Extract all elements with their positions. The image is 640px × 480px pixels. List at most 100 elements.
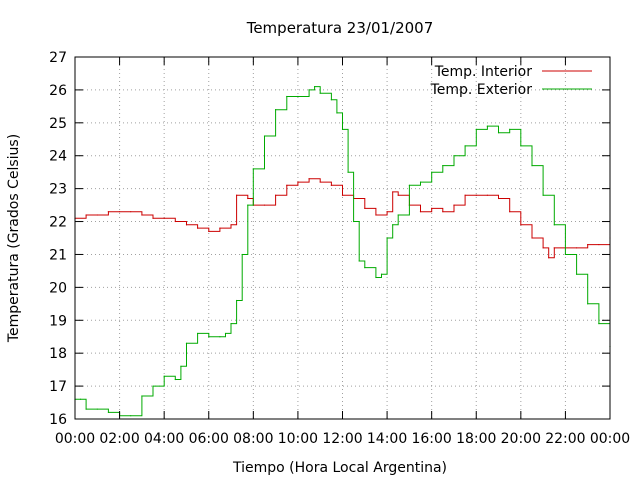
data-point-interior [520, 224, 522, 226]
legend: Temp. Interior Temp. Exterior [430, 64, 592, 98]
x-tick-label: 22:00 [545, 431, 585, 447]
data-point-exterior [464, 145, 466, 147]
data-point-exterior [252, 168, 254, 170]
data-point-exterior [96, 408, 98, 410]
data-point-exterior [185, 342, 188, 344]
data-point-exterior [358, 260, 360, 262]
data-point-interior [130, 211, 132, 213]
data-point-exterior [564, 253, 567, 256]
data-point-exterior [475, 128, 477, 130]
data-point-exterior [314, 86, 316, 88]
data-point-interior [219, 227, 221, 229]
x-tick-label: 02:00 [99, 431, 139, 447]
y-tick-label: 26 [49, 83, 67, 99]
x-axis-label: Tiempo (Hora Local Argentina) [232, 460, 447, 476]
data-point-exterior [575, 273, 578, 275]
data-point-interior [431, 207, 433, 209]
y-tick-label: 17 [49, 379, 67, 395]
data-point-exterior [230, 322, 232, 325]
data-point-interior [85, 214, 87, 216]
data-point-interior [163, 217, 165, 219]
data-point-interior [598, 243, 600, 246]
data-point-exterior [520, 145, 522, 147]
data-point-interior [375, 214, 377, 216]
data-point-exterior [330, 99, 332, 101]
data-point-exterior [486, 125, 488, 127]
data-point-exterior [319, 92, 321, 94]
data-point-interior [308, 178, 310, 180]
data-point-exterior [241, 253, 243, 256]
data-point-exterior [224, 332, 227, 335]
data-point-interior [230, 224, 232, 226]
data-point-exterior [553, 224, 555, 226]
data-point-exterior [297, 95, 299, 98]
data-point-interior [364, 207, 366, 209]
data-point-exterior [263, 135, 266, 137]
data-point-interior [553, 247, 555, 249]
y-tick-label: 18 [49, 346, 67, 362]
data-point-exterior [236, 299, 238, 302]
data-point-interior [486, 194, 488, 196]
x-tick-label: 14:00 [367, 431, 407, 447]
series-line-exterior [75, 86, 611, 417]
x-tick-label: 00:00 [55, 431, 95, 447]
x-tick-label: 20:00 [501, 431, 541, 447]
data-point-exterior [509, 128, 511, 130]
data-point-exterior [542, 194, 544, 196]
x-tick-label: 08:00 [233, 431, 273, 447]
data-point-interior [587, 243, 589, 246]
y-tick-label: 27 [49, 50, 67, 66]
data-point-exterior [453, 155, 455, 157]
series-layer [74, 86, 611, 417]
data-point-exterior [587, 303, 589, 305]
y-tick-label: 22 [49, 215, 67, 231]
data-point-interior [236, 194, 238, 196]
data-point-exterior [364, 267, 366, 269]
data-point-exterior [163, 375, 165, 377]
data-point-interior [453, 204, 455, 206]
legend-label-interior: Temp. Interior [434, 64, 533, 80]
data-point-interior [386, 211, 388, 213]
data-point-exterior [341, 128, 344, 130]
data-point-interior [152, 217, 154, 219]
data-point-exterior [375, 276, 377, 279]
data-point-exterior [85, 408, 87, 410]
legend-label-exterior: Temp. Exterior [430, 82, 533, 98]
data-point-interior [475, 194, 477, 196]
y-tick-label: 24 [49, 149, 67, 165]
data-point-exterior [275, 109, 277, 111]
data-point-interior [341, 194, 344, 196]
data-point-interior [286, 184, 288, 186]
data-point-exterior [408, 184, 410, 186]
data-point-exterior [392, 224, 394, 226]
data-point-exterior [208, 336, 210, 338]
data-point-interior [397, 194, 399, 196]
x-tick-label: 12:00 [322, 431, 362, 447]
y-tick-label: 16 [49, 412, 67, 428]
data-point-exterior [442, 165, 444, 167]
y-tick-label: 23 [49, 182, 67, 198]
data-point-exterior [107, 411, 110, 414]
data-point-interior [548, 257, 550, 259]
x-tick-label: 00:00 [590, 431, 630, 447]
data-point-exterior [152, 385, 154, 387]
data-point-interior [442, 211, 444, 213]
y-tick-label: 19 [49, 313, 67, 329]
data-point-exterior [79, 398, 82, 400]
data-point-interior [509, 211, 511, 213]
data-point-interior [118, 211, 121, 213]
data-point-exterior [336, 112, 338, 114]
y-axis-label: Temperatura (Grados Celsius) [6, 134, 22, 343]
y-tick-label: 21 [49, 247, 67, 263]
x-tick-label: 06:00 [189, 431, 229, 447]
data-point-exterior [380, 273, 383, 275]
y-tick-label: 25 [49, 116, 67, 132]
data-point-exterior [308, 89, 310, 91]
chart-title: Temperatura 23/01/2007 [246, 19, 434, 37]
data-point-interior [319, 181, 321, 183]
data-point-interior [419, 211, 422, 213]
data-point-interior [575, 247, 578, 249]
data-point-exterior [130, 415, 132, 417]
